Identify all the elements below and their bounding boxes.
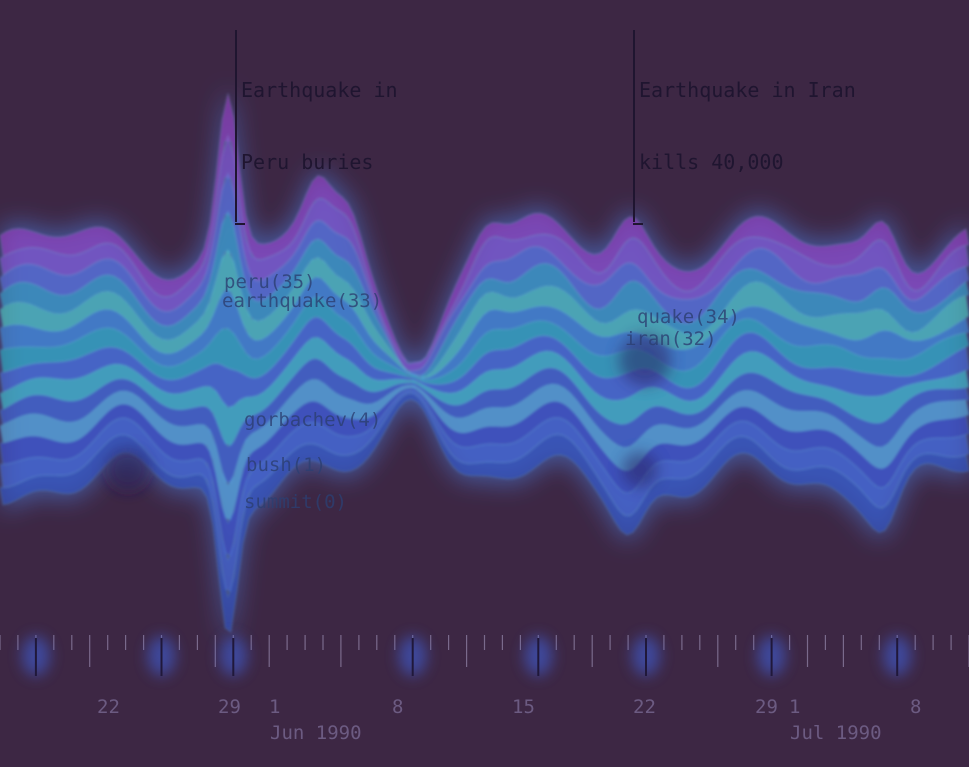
- stream-shadow: [106, 448, 150, 492]
- x-tick-label: 29: [218, 696, 241, 718]
- annotation-iran: Earthquake in Iran kills 40,000: [633, 30, 856, 225]
- annotation-iran-line-1: Earthquake in Iran: [639, 78, 856, 102]
- annotation-iran-line-2: kills 40,000: [639, 150, 784, 174]
- time-axis: [0, 635, 969, 676]
- annotation-peru: Earthquake in Peru buries: [235, 30, 398, 225]
- stream-shadow: [622, 452, 658, 488]
- stream-band: [0, 276, 969, 381]
- x-tick-label: 8: [392, 696, 404, 718]
- x-tick-label: 15: [512, 696, 535, 718]
- month-label-jun: Jun 1990: [270, 722, 362, 744]
- annotation-peru-line-2: Peru buries: [241, 150, 374, 174]
- x-tick-label: 8: [910, 696, 922, 718]
- stream-band: [0, 171, 969, 376]
- stream-band: [0, 92, 969, 364]
- stream-layers: [0, 92, 969, 634]
- month-label-jul: Jul 1990: [790, 722, 882, 744]
- keyword-iran: iran(32): [625, 328, 717, 350]
- keyword-bush: bush(1): [246, 454, 327, 476]
- stream-band: [0, 133, 969, 372]
- x-tick-label: 22: [633, 696, 656, 718]
- x-tick-label: 1: [269, 696, 281, 718]
- x-tick-label: 22: [97, 696, 120, 718]
- stream-band: [0, 248, 969, 379]
- keyword-peru: peru(35): [224, 271, 316, 293]
- keyword-summit: summit(0): [244, 491, 347, 513]
- keyword-quake: quake(34): [637, 306, 740, 328]
- keyword-earthquake: earthquake(33): [222, 290, 383, 312]
- stream-band: [0, 392, 969, 634]
- x-tick-label: 29: [755, 696, 778, 718]
- keyword-gorbachev: gorbachev(4): [244, 409, 382, 431]
- x-tick-label: 1: [789, 696, 801, 718]
- stream-shadow: [619, 334, 671, 386]
- annotation-peru-line-1: Earthquake in: [241, 78, 398, 102]
